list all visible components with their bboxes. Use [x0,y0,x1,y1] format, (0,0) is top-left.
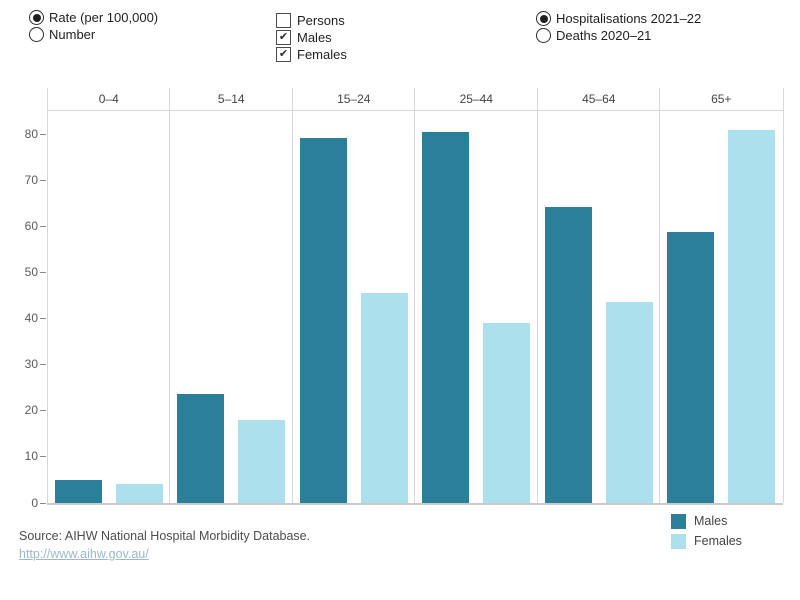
legend-swatch-females [671,533,686,549]
bar-males-0-4[interactable] [54,480,102,503]
age-group-header-65: 65+ [659,88,784,111]
y-axis-tick-mark [40,410,46,412]
y-axis-tick-mark [40,502,46,504]
bar-females-25-44[interactable] [483,323,531,503]
legend-item-females[interactable]: Females [671,531,742,551]
radio-deaths-2020-21[interactable]: Deaths 2020–21 [536,27,701,44]
radio-label: Deaths 2020–21 [556,28,652,43]
chart-pane-65 [659,110,784,503]
chart-pane-0-4 [46,110,171,503]
y-axis-tick-label: 80 [24,126,38,141]
source-text: Source: AIHW National Hospital Morbidity… [19,529,311,543]
radio-dot-icon [539,14,548,23]
radio-selected-icon[interactable] [536,11,551,26]
y-axis-tick-label: 70 [24,172,38,187]
y-axis-tick-label: 10 [24,449,38,464]
radio-dot-icon [32,13,41,22]
radio-number[interactable]: Number [29,26,158,43]
radio-label: Hospitalisations 2021–22 [556,11,702,26]
radio-hospitalisations-2021-22[interactable]: Hospitalisations 2021–22 [536,10,701,27]
radio-label: Rate (per 100,000) [49,10,159,25]
radio-unselected-icon[interactable] [536,28,551,43]
checkbox-females[interactable]: ✔ Females [276,46,347,63]
radio-label: Number [49,27,96,42]
checkbox-label: Females [297,47,347,62]
y-axis-tick-label: 30 [24,357,38,372]
legend-label: Females [694,534,742,548]
y-axis-tick-mark [40,318,46,320]
y-axis-tick-label: 50 [24,264,38,279]
radio-selected-icon[interactable] [29,10,44,25]
chart-pane-25-44 [414,110,538,503]
y-axis-tick-label: 20 [24,403,38,418]
checkbox-label: Persons [297,13,345,28]
age-group-header-15-24: 15–24 [291,88,416,111]
legend-item-males[interactable]: Males [671,511,742,531]
age-group-header-5-14: 5–14 [169,88,293,111]
bar-males-25-44[interactable] [422,131,470,503]
chart-pane-45-64 [536,110,661,503]
bar-females-5-14[interactable] [238,420,286,503]
bar-males-15-24[interactable] [299,138,347,503]
y-axis-tick-mark [40,179,46,181]
bar-females-65[interactable] [728,129,776,503]
chart-legend: Males Females [671,511,742,551]
x-axis-line [46,502,783,505]
chart-pane-15-24 [291,110,416,503]
y-axis-tick-mark [40,225,46,227]
radio-rate-per-100-000[interactable]: Rate (per 100,000) [29,9,158,26]
checkbox-checked-icon[interactable]: ✔ [276,30,291,45]
y-axis-tick-label: 0 [31,495,38,510]
bar-females-0-4[interactable] [115,484,163,503]
checkbox-label: Males [297,30,332,45]
radio-unselected-icon[interactable] [29,27,44,42]
y-axis-tick-mark [40,133,46,135]
dataset-radio-group: Hospitalisations 2021–22 Deaths 2020–21 [536,10,701,44]
checkbox-checked-icon[interactable]: ✔ [276,47,291,62]
legend-swatch-males [671,513,686,529]
y-axis-tick-mark [40,271,46,273]
checkbox-persons[interactable]: Persons [276,12,347,29]
checkbox-unchecked-icon[interactable] [276,13,291,28]
measure-radio-group: Rate (per 100,000) Number [29,9,158,43]
y-axis-tick-mark [40,364,46,366]
sex-checkbox-group: Persons ✔ Males ✔ Females [276,12,347,63]
source-link[interactable]: http://www.aihw.gov.au/ [19,547,149,561]
bar-females-45-64[interactable] [605,301,653,503]
bar-females-15-24[interactable] [360,292,408,503]
bar-males-5-14[interactable] [177,394,225,503]
chart-footer: Source: AIHW National Hospital Morbidity… [19,528,310,563]
bar-males-65[interactable] [667,231,715,503]
checkbox-males[interactable]: ✔ Males [276,29,347,46]
y-axis-tick-label: 40 [24,311,38,326]
y-axis-tick-label: 60 [24,218,38,233]
age-group-header-0-4: 0–4 [46,88,171,111]
age-group-header-45-64: 45–64 [536,88,661,111]
y-axis-tick-mark [40,456,46,458]
chart-pane-5-14 [169,110,293,503]
header-divider [46,109,783,111]
legend-label: Males [694,514,728,528]
age-group-header-25-44: 25–44 [414,88,538,111]
bar-males-45-64[interactable] [544,206,592,503]
